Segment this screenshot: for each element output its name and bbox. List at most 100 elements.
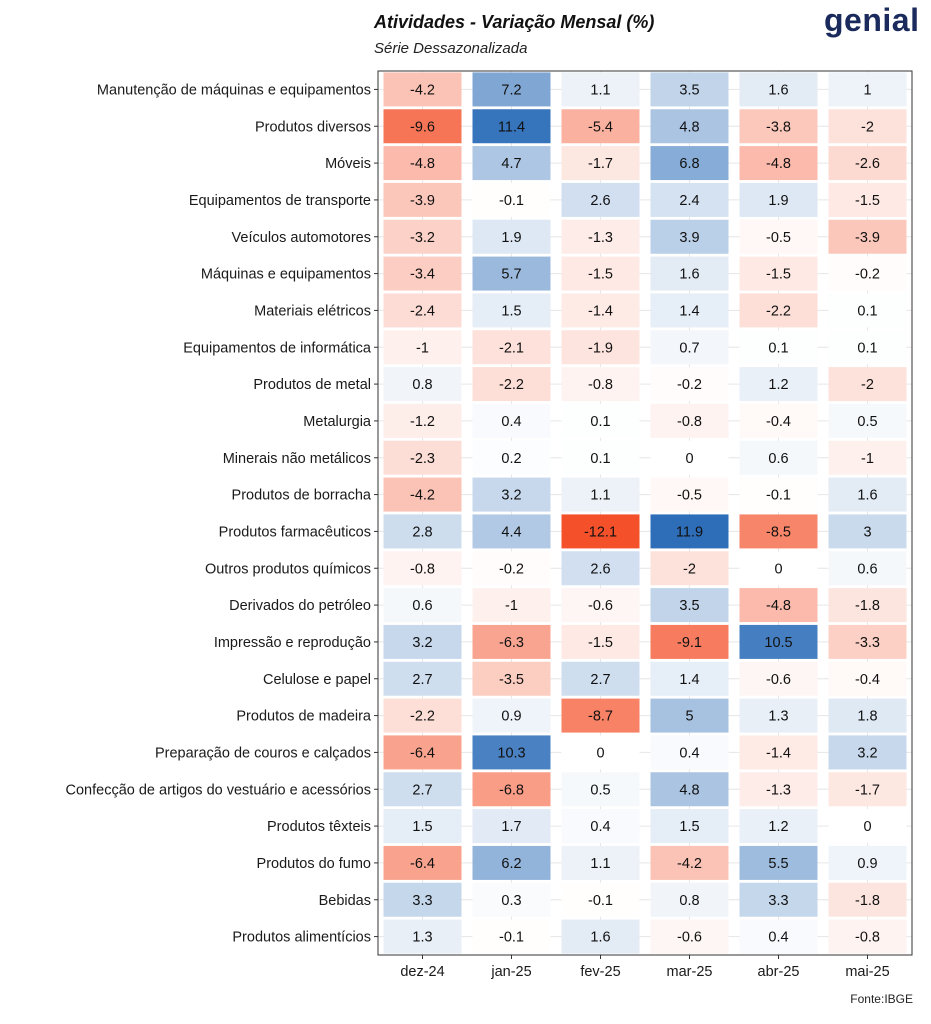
heatmap-cell [383, 440, 462, 475]
cell-value-label: -2.2 [499, 377, 524, 393]
cell-value-label: 2.4 [679, 193, 699, 209]
cell-value-label: -1.5 [766, 267, 791, 283]
cell-value-label: 2.7 [590, 672, 610, 688]
heatmap-cell [828, 809, 907, 844]
heatmap-cell [828, 698, 907, 733]
heatmap-cell [561, 919, 640, 954]
heatmap-cell [650, 882, 729, 917]
cell-value-label: -2 [861, 119, 874, 135]
heatmap-cell [739, 109, 818, 144]
cell-value-label: 3.2 [412, 635, 432, 651]
x-tick-label: abr-25 [758, 964, 800, 980]
heatmap-cell [828, 293, 907, 328]
cell-value-label: 2.7 [412, 672, 432, 688]
heatmap-cell [650, 477, 729, 512]
cell-value-label: 4.4 [501, 524, 521, 540]
cell-value-label: -3.5 [499, 672, 524, 688]
cell-value-label: 2.8 [412, 524, 432, 540]
cell-value-label: 0.4 [590, 819, 610, 835]
cell-value-label: 1.2 [768, 819, 788, 835]
heatmap-cell [650, 367, 729, 402]
cell-value-label: -0.8 [410, 561, 435, 577]
cell-value-label: -1.5 [588, 635, 613, 651]
cell-value-label: 0.1 [590, 451, 610, 467]
heatmap-cell [383, 293, 462, 328]
heatmap-cell [828, 330, 907, 365]
cell-value-label: -3.9 [855, 230, 880, 246]
cell-value-label: 2.6 [590, 561, 610, 577]
cell-value-label: 0.9 [501, 709, 521, 725]
heatmap-cell [739, 772, 818, 807]
heatmap-cell [650, 624, 729, 659]
cell-value-label: -9.1 [677, 635, 702, 651]
heatmap-cell [472, 809, 551, 844]
heatmap-cell [472, 477, 551, 512]
cell-value-label: -1.5 [588, 267, 613, 283]
x-tick-label: fev-25 [580, 964, 620, 980]
heatmap-cell [561, 256, 640, 291]
cell-value-label: 5.7 [501, 267, 521, 283]
cell-value-label: -0.1 [499, 193, 524, 209]
cell-value-label: -4.2 [410, 488, 435, 504]
cell-value-label: -1.3 [588, 230, 613, 246]
heatmap-cell [739, 182, 818, 217]
y-tick-label: Minerais não metálicos [223, 451, 371, 467]
cell-value-label: 5.5 [768, 856, 788, 872]
heatmap-cell [561, 109, 640, 144]
cell-value-label: -6.4 [410, 856, 435, 872]
cell-value-label: 0 [685, 451, 693, 467]
cell-value-label: 0 [863, 819, 871, 835]
heatmap-cell [383, 72, 462, 107]
heatmap-cell [828, 477, 907, 512]
heatmap-cell [828, 735, 907, 770]
heatmap-cell [383, 367, 462, 402]
heatmap-cell [739, 551, 818, 586]
heatmap-cell [383, 551, 462, 586]
cell-value-label: 5 [685, 709, 693, 725]
heatmap-cell [561, 182, 640, 217]
cell-value-label: 3.2 [501, 488, 521, 504]
cell-value-label: -0.5 [766, 230, 791, 246]
cell-value-label: -1.8 [855, 893, 880, 909]
heatmap-cell [561, 698, 640, 733]
heatmap-cell [472, 293, 551, 328]
heatmap-cell [472, 440, 551, 475]
heatmap-cell [739, 256, 818, 291]
heatmap-cell [650, 588, 729, 623]
cell-value-label: 0.4 [768, 930, 788, 946]
heatmap-cell [650, 440, 729, 475]
heatmap-cell [650, 256, 729, 291]
cell-value-label: 0.1 [857, 303, 877, 319]
heatmap-cell [561, 661, 640, 696]
heatmap-cell [739, 477, 818, 512]
cell-value-label: -3.2 [410, 230, 435, 246]
cell-value-label: 3.5 [679, 82, 699, 98]
heatmap-cell [383, 882, 462, 917]
cell-value-label: -4.2 [410, 82, 435, 98]
heatmap-cell [472, 182, 551, 217]
cell-value-label: -1 [505, 598, 518, 614]
heatmap-cell [472, 514, 551, 549]
heatmap-cell [472, 919, 551, 954]
heatmap-cell [561, 72, 640, 107]
y-tick-label: Móveis [325, 156, 371, 172]
cell-value-label: -3.8 [766, 119, 791, 135]
y-tick-label: Produtos diversos [255, 119, 371, 135]
heatmap-cell [561, 882, 640, 917]
cell-value-label: 1.9 [768, 193, 788, 209]
heatmap-cell [472, 256, 551, 291]
heatmap-cell [561, 477, 640, 512]
cell-value-label: 1 [863, 82, 871, 98]
y-tick-label: Celulose e papel [263, 672, 371, 688]
heatmap-cell [739, 882, 818, 917]
y-tick-label: Produtos têxteis [267, 819, 371, 835]
cell-value-label: 4.8 [679, 782, 699, 798]
cell-value-label: 2.6 [590, 193, 610, 209]
cell-value-label: -5.4 [588, 119, 613, 135]
heatmap-cell [828, 367, 907, 402]
cell-value-label: -3.4 [410, 267, 435, 283]
heatmap-cell [383, 514, 462, 549]
cell-value-label: -0.1 [499, 930, 524, 946]
cell-value-label: 6.8 [679, 156, 699, 172]
heatmap-cell [383, 588, 462, 623]
